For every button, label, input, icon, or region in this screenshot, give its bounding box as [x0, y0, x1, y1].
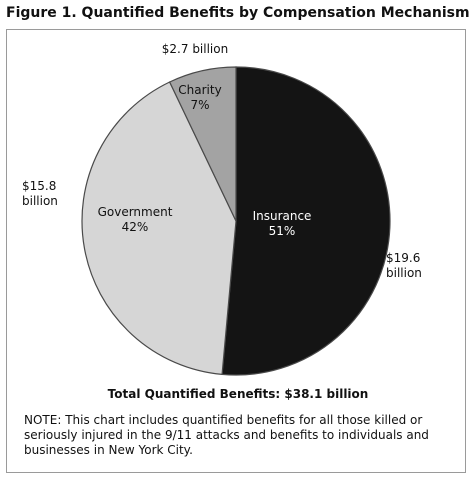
slice-label-government: Government 42% — [98, 205, 173, 234]
slice-label-charity: Charity 7% — [178, 83, 221, 112]
pie-slice-insurance — [221, 66, 391, 376]
pie-slice-government — [81, 81, 237, 376]
figure-title: Figure 1. Quantified Benefits by Compens… — [6, 5, 470, 21]
pie-slice-charity — [168, 66, 237, 222]
slice-value-insurance: $19.6 billion — [386, 251, 422, 280]
total-label: Total Quantified Benefits: $38.1 billion — [107, 387, 369, 401]
slice-value-government: $15.8 billion — [22, 179, 58, 208]
chart-note: NOTE: This chart includes quantified ben… — [24, 413, 429, 457]
slice-value-charity: $2.7 billion — [162, 42, 228, 56]
slice-label-insurance: Insurance 51% — [253, 209, 312, 238]
